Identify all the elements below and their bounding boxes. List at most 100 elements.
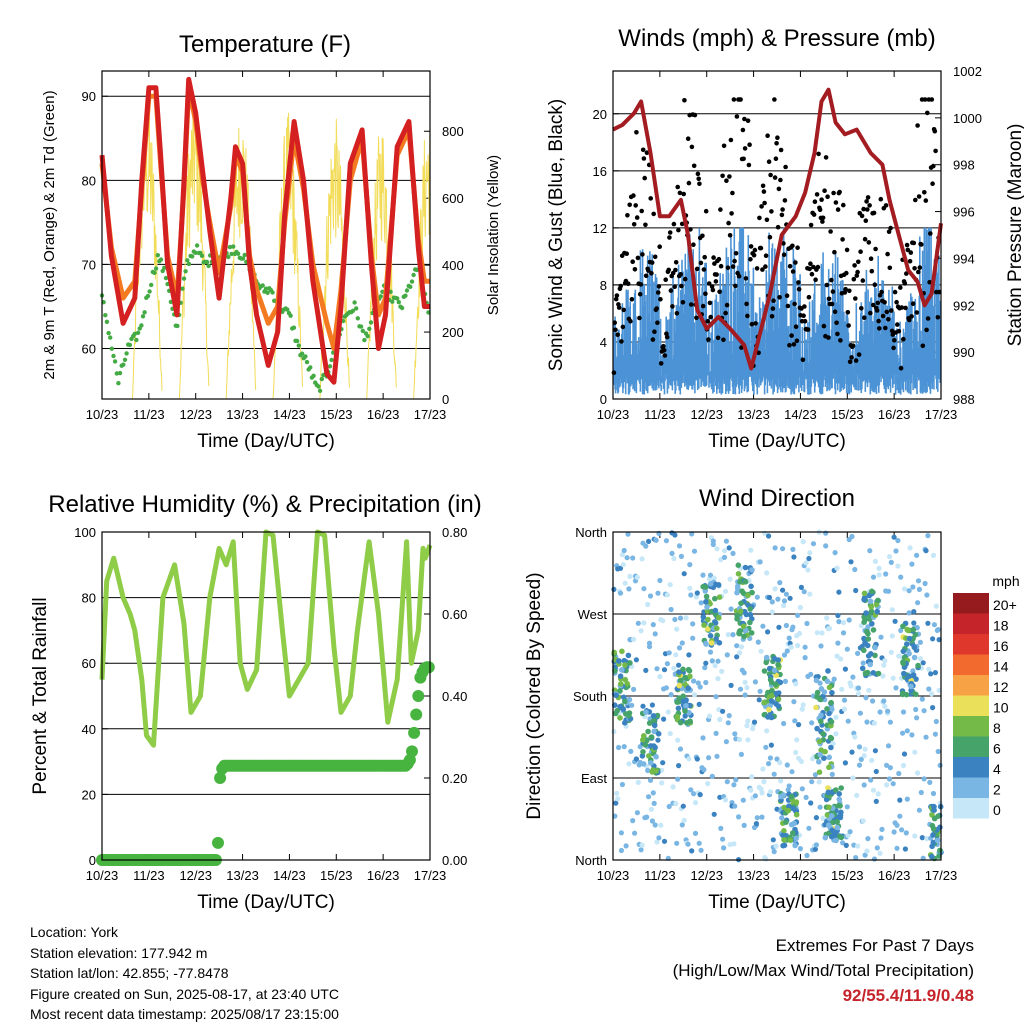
- dewpoint-point: [140, 314, 146, 319]
- direction-point: [677, 677, 684, 684]
- gust-point: [935, 315, 941, 320]
- dewpoint-point: [354, 306, 359, 311]
- gust-point: [692, 112, 698, 118]
- dewpoint-point: [304, 359, 310, 365]
- gust-point: [743, 276, 749, 281]
- x-tick-label: 10/23: [86, 407, 119, 422]
- y2-tick-label: 0.40: [442, 689, 467, 704]
- gust-point: [726, 220, 731, 226]
- y-tick-label: 60: [82, 656, 96, 671]
- direction-point: [712, 595, 718, 602]
- direction-point: [641, 620, 647, 626]
- direction-point: [671, 555, 677, 562]
- gust-point: [838, 338, 843, 343]
- direction-point: [687, 718, 693, 724]
- direction-point: [730, 632, 736, 638]
- x-tick-label: 11/23: [644, 868, 676, 883]
- dewpoint-point: [106, 330, 111, 336]
- direction-point: [715, 676, 721, 682]
- direction-point: [652, 822, 658, 828]
- direction-point: [906, 673, 912, 679]
- direction-point: [872, 748, 879, 754]
- dewpoint-point: [308, 365, 313, 370]
- gust-point: [713, 279, 719, 284]
- direction-point: [861, 647, 867, 654]
- x-tick-label: 12/23: [179, 868, 212, 883]
- direction-point: [860, 660, 866, 666]
- y-tick-label: 20: [593, 107, 607, 122]
- direction-point: [769, 609, 775, 615]
- gust-point: [859, 213, 865, 219]
- direction-point: [721, 548, 728, 554]
- direction-point: [803, 794, 809, 801]
- dewpoint-point: [408, 284, 413, 289]
- direction-point: [640, 749, 646, 755]
- gust-point: [802, 318, 808, 324]
- gust-point: [815, 264, 821, 270]
- direction-point: [871, 856, 878, 862]
- gust-point: [702, 254, 707, 260]
- direction-point: [674, 713, 681, 720]
- legend-swatch: [953, 757, 989, 778]
- direction-point: [890, 781, 896, 787]
- direction-point: [900, 648, 907, 655]
- direction-point: [652, 631, 658, 637]
- gust-point: [811, 264, 816, 270]
- direction-point: [821, 755, 827, 761]
- gust-point: [820, 219, 825, 224]
- direction-point: [666, 803, 672, 810]
- y-tick-label: East: [581, 771, 607, 786]
- direction-point: [708, 640, 715, 646]
- direction-point: [820, 815, 826, 822]
- direction-point: [703, 679, 709, 686]
- precip-point: [422, 661, 435, 674]
- gust-point: [875, 300, 881, 306]
- direction-point: [757, 688, 763, 694]
- gust-point: [888, 225, 893, 231]
- direction-point: [649, 818, 656, 824]
- dewpoint-point: [226, 254, 231, 260]
- gust-point: [635, 255, 641, 261]
- dewpoint-point: [163, 275, 169, 281]
- legend-label: 20+: [993, 597, 1017, 613]
- direction-point: [910, 668, 916, 674]
- direction-point: [706, 713, 713, 719]
- gust-point: [749, 321, 755, 327]
- direction-point: [763, 654, 770, 661]
- direction-point: [722, 588, 729, 594]
- x-tick-label: 14/23: [784, 868, 817, 883]
- direction-point: [856, 744, 863, 750]
- gust-point: [620, 324, 626, 330]
- direction-point: [670, 784, 676, 790]
- direction-point: [791, 699, 797, 705]
- gust-point: [691, 163, 697, 169]
- gust-point: [783, 164, 788, 170]
- gust-point: [655, 290, 661, 295]
- direction-point: [790, 830, 796, 836]
- direction-point: [725, 632, 731, 638]
- gust-point: [744, 301, 749, 307]
- direction-point: [626, 586, 632, 592]
- direction-point: [932, 731, 939, 737]
- gust-point: [752, 247, 758, 253]
- gust-point: [701, 267, 707, 272]
- direction-point: [813, 815, 820, 821]
- direction-point: [775, 703, 782, 709]
- direction-point: [891, 829, 897, 835]
- dewpoint-point: [135, 330, 141, 335]
- y2-tick-label: 0.60: [442, 607, 467, 622]
- direction-point: [713, 730, 719, 737]
- gust-point: [834, 320, 839, 326]
- gust-point: [883, 203, 889, 208]
- direction-point: [880, 673, 886, 679]
- direction-point: [818, 718, 824, 725]
- direction-point: [839, 686, 845, 692]
- direction-point: [723, 739, 730, 745]
- direction-point: [801, 589, 807, 595]
- direction-point: [752, 793, 759, 799]
- direction-point: [840, 620, 847, 626]
- direction-point: [622, 698, 628, 705]
- x-tick-label: 15/23: [831, 407, 864, 422]
- gust-point: [883, 325, 888, 331]
- gust-point: [776, 186, 782, 192]
